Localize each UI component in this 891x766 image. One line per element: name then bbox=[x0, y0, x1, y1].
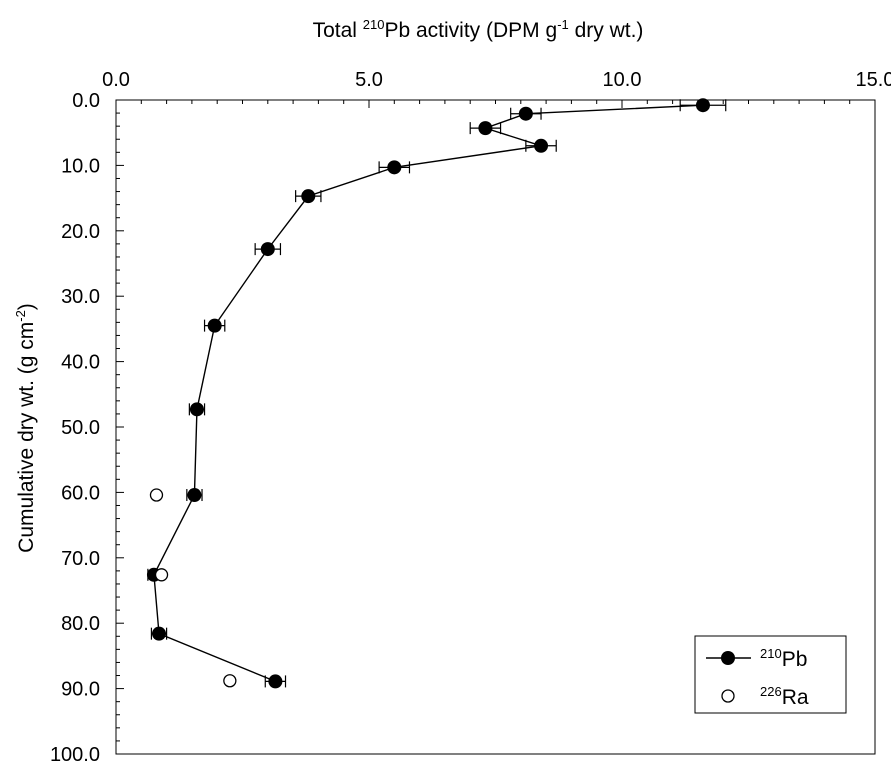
y-tick-label: 90.0 bbox=[61, 679, 100, 701]
data-point-210pb bbox=[478, 121, 493, 136]
y-tick-label: 20.0 bbox=[61, 221, 100, 243]
data-point-210pb bbox=[518, 106, 533, 121]
axis-ticks: 0.0 5.0 10.0 15.0 0.0 10.0 20.0 30.0 40.0 50.0 60.… bbox=[50, 69, 891, 766]
y-tick-label: 10.0 bbox=[61, 155, 100, 177]
x-tick-label: 5.0 bbox=[355, 69, 383, 91]
data-point-210pb bbox=[207, 318, 222, 333]
legend-box bbox=[694, 635, 847, 714]
data-point-210pb bbox=[268, 674, 283, 689]
x-axis-title: Total 210Pb activity (DPM g-1 dry wt.) bbox=[313, 17, 644, 42]
y-tick-label: 100.0 bbox=[50, 744, 100, 766]
x-tick-label: 15.0 bbox=[856, 69, 891, 91]
data-point-210pb bbox=[260, 242, 275, 257]
data-point-210pb bbox=[187, 488, 202, 503]
legend-label-226ra: 226Ra bbox=[760, 684, 809, 709]
data-point-210pb bbox=[534, 138, 549, 153]
data-point-226ra bbox=[149, 488, 164, 502]
y-tick-label: 40.0 bbox=[61, 352, 100, 374]
y-axis-title: Cumulative dry wt. (g cm-2) bbox=[13, 303, 38, 553]
legend-marker-226ra bbox=[721, 689, 735, 703]
data-point-210pb bbox=[387, 160, 402, 175]
x-tick-label: 10.0 bbox=[603, 69, 642, 91]
data-point-210pb bbox=[189, 402, 204, 417]
legend-marker-210pb bbox=[721, 651, 735, 665]
y-tick-label: 70.0 bbox=[61, 548, 100, 570]
data-point-210pb bbox=[301, 189, 316, 204]
series-line-210pb bbox=[153, 104, 703, 683]
data-point-210pb bbox=[152, 626, 167, 641]
data-point-226ra bbox=[223, 674, 237, 688]
data-point-226ra bbox=[154, 568, 169, 582]
y-tick-label: 0.0 bbox=[72, 90, 100, 112]
legend: 210Pb 226Ra bbox=[694, 635, 847, 714]
y-tick-label: 80.0 bbox=[61, 613, 100, 635]
y-tick-label: 60.0 bbox=[61, 482, 100, 504]
x-tick-label: 0.0 bbox=[102, 69, 130, 91]
series-layer bbox=[146, 98, 727, 689]
legend-label-210pb: 210Pb bbox=[760, 646, 807, 671]
data-point-210pb bbox=[695, 98, 710, 113]
y-tick-label: 30.0 bbox=[61, 286, 100, 308]
y-tick-label: 50.0 bbox=[61, 417, 100, 439]
